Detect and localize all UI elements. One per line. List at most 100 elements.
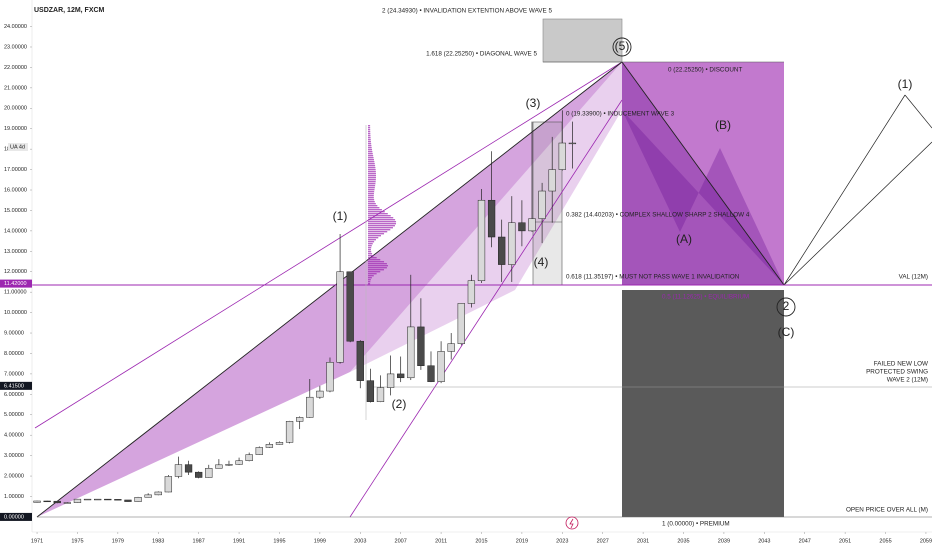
candle-body: [205, 468, 213, 478]
y-tick-label: 20.00000: [4, 106, 27, 112]
x-tick-label: 2011: [435, 538, 447, 544]
candle-body: [225, 464, 233, 466]
profile-bar: [368, 197, 374, 199]
price-tag-label: 0.00000: [4, 514, 24, 520]
x-tick-label: 1975: [71, 538, 83, 544]
y-tick-label: 17.00000: [4, 167, 27, 173]
countdown-tag: [8, 143, 28, 151]
candle-body: [386, 373, 395, 388]
candle-body: [184, 464, 193, 473]
x-tick-label: 1999: [314, 538, 326, 544]
x-tick-label: 1995: [273, 538, 285, 544]
wave-label: (C): [778, 325, 795, 339]
y-tick-label: 11.00000: [4, 290, 27, 296]
profile-bar: [368, 131, 371, 133]
y-tick-label: 14.00000: [4, 228, 27, 234]
profile-bar: [368, 151, 373, 153]
candle-body: [144, 494, 152, 498]
profile-bar: [368, 165, 376, 167]
profile-bar: [368, 157, 374, 159]
candle-body: [235, 460, 243, 465]
candle-body: [528, 218, 536, 232]
candle-body: [417, 326, 425, 366]
profile-bar: [368, 217, 394, 219]
y-tick-label: 19.00000: [4, 126, 27, 132]
profile-bar: [368, 235, 381, 237]
candle-body: [164, 476, 173, 493]
y-tick-label: 10.00000: [4, 310, 27, 316]
y-tick-label: 8.00000: [4, 351, 24, 357]
profile-bar: [368, 133, 371, 135]
profile-bar: [368, 239, 376, 241]
y-tick-label: 4.00000: [4, 433, 24, 439]
profile-bar: [368, 171, 376, 173]
x-tick-label: 2027: [597, 538, 609, 544]
profile-bar: [368, 259, 381, 261]
wave-label: (A): [676, 232, 692, 246]
profile-bar: [368, 141, 371, 143]
profile-bar: [368, 201, 375, 203]
profile-bar: [368, 267, 387, 269]
profile-bar: [368, 251, 372, 253]
candle-body: [558, 142, 566, 170]
countdown-label: UA 4d: [10, 144, 25, 150]
profile-bar: [368, 243, 373, 245]
fib-label: 1.618 (22.25250) • DIAGONAL WAVE 5: [426, 51, 537, 58]
price-tag: [0, 512, 32, 521]
x-tick-label: 1971: [31, 538, 43, 544]
trend-line: [621, 61, 785, 286]
profile-bar: [368, 145, 372, 147]
profile-bar: [368, 167, 376, 169]
candle-body: [195, 471, 203, 478]
profile-bar: [368, 169, 376, 171]
profile-bar: [368, 207, 380, 209]
y-tick-label: 12.00000: [4, 269, 27, 275]
candle-body: [285, 421, 294, 443]
wave-label: (1): [898, 77, 913, 91]
candle-body: [215, 464, 223, 469]
profile-bar: [368, 199, 375, 201]
profile-bar: [368, 279, 371, 281]
alert-icon[interactable]: [565, 516, 579, 530]
profile-bar: [368, 203, 376, 205]
profile-bar: [368, 209, 382, 211]
alert-bolt: [569, 518, 574, 529]
candle-body: [73, 498, 82, 503]
wave-label: (1): [333, 209, 348, 223]
x-tick-label: 2055: [879, 538, 891, 544]
candle-body: [33, 500, 41, 503]
wave-label: (B): [715, 118, 731, 132]
x-tick-label: 2051: [839, 538, 851, 544]
profile-bar: [368, 155, 374, 157]
profile-bar: [368, 211, 385, 213]
fib-label: 0 (19.33900) • INDUCEMENT WAVE 3: [566, 111, 675, 118]
fib-label: 0.382 (14.40203) • COMPLEX SHALLOW SHARP…: [566, 212, 750, 219]
profile-bar: [368, 149, 373, 151]
profile-bar: [368, 195, 374, 197]
candle-body: [94, 498, 102, 501]
candle-body: [477, 199, 486, 281]
candle-body: [316, 390, 324, 398]
y-tick-label: 16.00000: [4, 187, 27, 193]
x-tick-label: 2031: [637, 538, 649, 544]
profile-bar: [368, 173, 376, 175]
side-label: FAILED NEW LOW: [874, 361, 928, 368]
trend-line: [36, 61, 623, 518]
candle-body: [467, 280, 476, 304]
profile-bar: [368, 275, 374, 277]
candle-body: [174, 464, 183, 477]
profile-bar: [368, 233, 385, 235]
profile-bar: [368, 193, 374, 195]
x-tick-label: 2059: [920, 538, 932, 544]
candle-body: [397, 373, 405, 379]
candle-body: [275, 442, 284, 445]
candle-body: [114, 499, 122, 501]
y-tick-label: 13.00000: [4, 249, 27, 255]
profile-bar: [368, 271, 381, 273]
profile-bar: [368, 125, 371, 127]
profile-bar: [368, 139, 371, 141]
profile-bar: [368, 161, 375, 163]
y-tick-label: 2.00000: [4, 474, 24, 480]
profile-bar: [368, 225, 395, 227]
